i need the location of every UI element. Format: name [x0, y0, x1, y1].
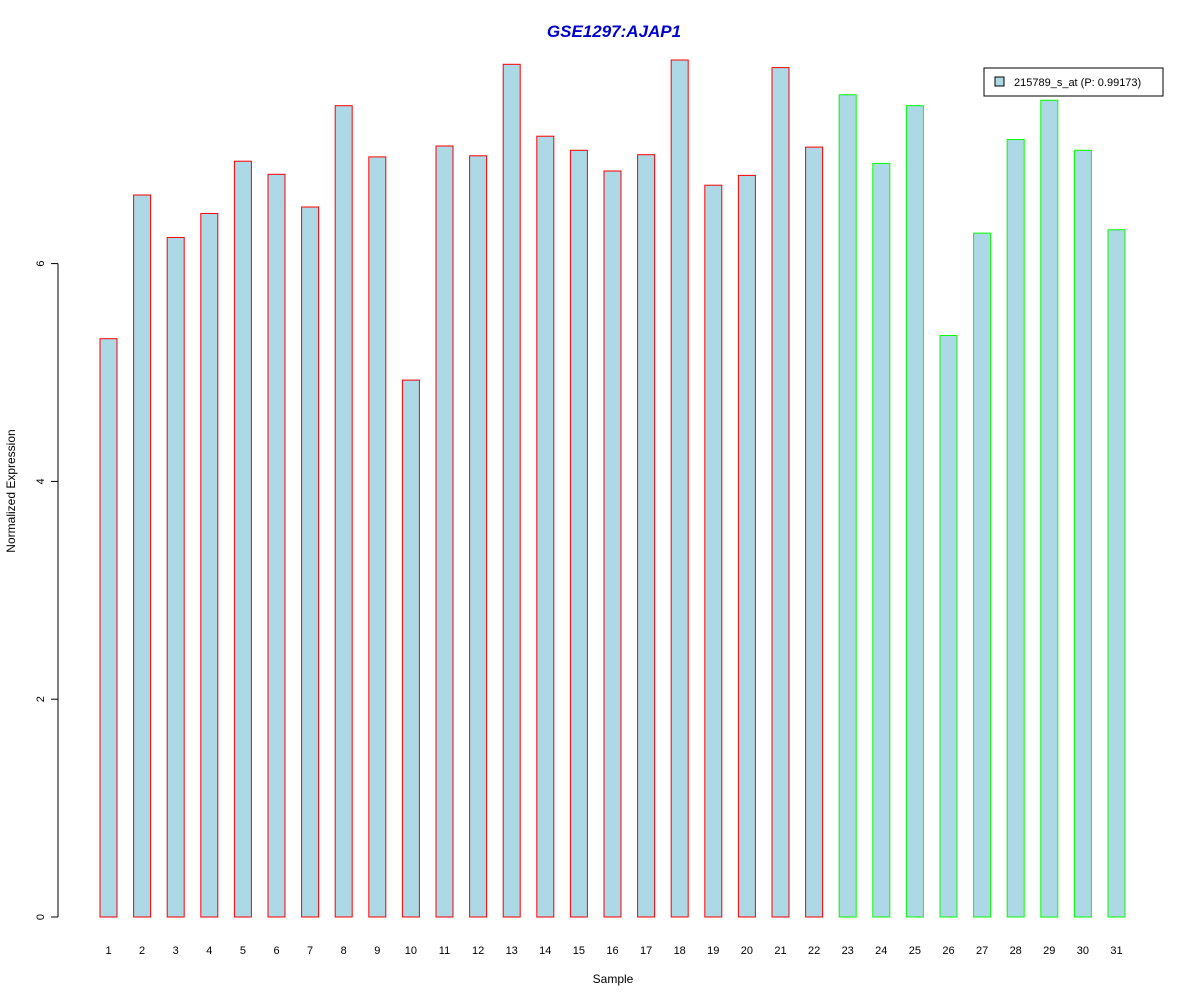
- bar: [334, 105, 353, 918]
- bar: [1107, 229, 1126, 918]
- bar: [133, 194, 152, 918]
- x-tick-label: 21: [774, 945, 786, 957]
- x-tick-label: 24: [875, 945, 887, 957]
- x-tick-label: 2: [139, 945, 145, 957]
- bar: [435, 145, 454, 918]
- bar: [99, 338, 118, 918]
- y-tick-label: 0: [35, 914, 47, 920]
- y-tick-label: 2: [35, 696, 47, 702]
- x-tick-label: 16: [606, 945, 618, 957]
- bar: [939, 335, 958, 918]
- bar: [973, 232, 992, 918]
- bar: [805, 146, 824, 918]
- bar: [737, 174, 756, 918]
- x-tick-label: 9: [374, 945, 380, 957]
- legend: 215789_s_at (P: 0.99173): [983, 67, 1164, 97]
- bar: [233, 160, 252, 918]
- x-tick-label: 6: [273, 945, 279, 957]
- bar: [368, 156, 387, 918]
- bar: [670, 59, 689, 918]
- bar: [704, 184, 723, 918]
- bar: [569, 149, 588, 918]
- x-tick-label: 26: [942, 945, 954, 957]
- bar: [267, 173, 286, 918]
- x-tick-labels: 1 2 3 4 5 6 7 8 9 10 11 12 13 14 15 16 17 18 19 20 21 22 23 24 2…: [105, 945, 1122, 957]
- x-tick-label: 14: [539, 945, 551, 957]
- x-tick-label: 15: [573, 945, 585, 957]
- x-tick-label: 7: [307, 945, 313, 957]
- y-tick-label: 4: [35, 478, 47, 484]
- x-tick-label: 27: [976, 945, 988, 957]
- legend-label: 215789_s_at (P: 0.99173): [1014, 77, 1141, 89]
- bar: [536, 135, 555, 918]
- bar: [401, 379, 420, 918]
- x-tick-label: 28: [1010, 945, 1022, 957]
- x-tick-label: 30: [1077, 945, 1089, 957]
- x-tick-label: 20: [741, 945, 753, 957]
- bar: [502, 63, 521, 918]
- x-tick-label: 3: [173, 945, 179, 957]
- bar: [603, 170, 622, 918]
- y-axis-label: Normalized Expression: [4, 429, 18, 552]
- x-tick-label: 1: [105, 945, 111, 957]
- y-tick-label: 6: [35, 261, 47, 267]
- x-tick-label: 5: [240, 945, 246, 957]
- x-tick-label: 18: [674, 945, 686, 957]
- x-tick-label: 10: [405, 945, 417, 957]
- bar: [905, 105, 924, 918]
- bar: [200, 213, 219, 918]
- legend-swatch: [994, 76, 1005, 87]
- bar: [637, 154, 656, 918]
- bar: [301, 206, 320, 918]
- x-tick-label: 4: [206, 945, 212, 957]
- x-tick-label: 17: [640, 945, 652, 957]
- x-axis-label: Sample: [593, 972, 634, 986]
- bar: [872, 162, 891, 918]
- x-tick-label: 25: [909, 945, 921, 957]
- bar: [166, 237, 185, 918]
- bar: [1073, 149, 1092, 918]
- bars: [99, 59, 1126, 918]
- bar: [1040, 99, 1059, 918]
- bar: [469, 155, 488, 918]
- y-axis: 0 2 4 6: [35, 261, 59, 920]
- bar: [1006, 139, 1025, 918]
- chart-title: GSE1297:AJAP1: [547, 22, 681, 41]
- x-tick-label: 22: [808, 945, 820, 957]
- x-tick-label: 13: [506, 945, 518, 957]
- x-tick-label: 31: [1110, 945, 1122, 957]
- bar: [771, 67, 790, 918]
- legend-box: [983, 67, 1164, 97]
- x-tick-label: 19: [707, 945, 719, 957]
- x-tick-label: 8: [341, 945, 347, 957]
- x-tick-label: 11: [439, 945, 450, 957]
- x-tick-label: 23: [842, 945, 854, 957]
- x-tick-label: 29: [1043, 945, 1055, 957]
- x-tick-label: 12: [472, 945, 484, 957]
- bar: [838, 94, 857, 918]
